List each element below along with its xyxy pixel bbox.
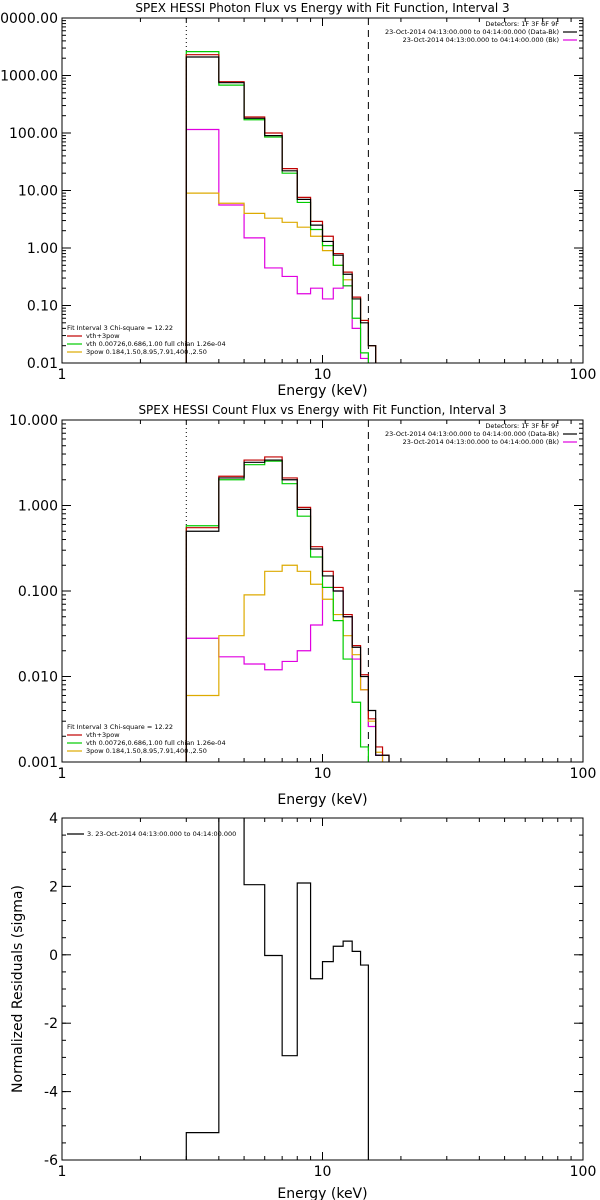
top-legend-text: Detectors: 1F 3F 6F 9F (485, 422, 559, 430)
panel-3: 1 10 100 -6 -4 -2 0 2 4 Energy (keV) Normalized Re… (10, 811, 596, 1200)
series-residuals (185, 818, 369, 1160)
chart-title: SPEX HESSI Count Flux vs Energy with Fit… (138, 403, 506, 417)
y-tick-label: 0.001 (18, 755, 58, 771)
y-tick-label: 10.00 (18, 184, 58, 200)
top-legend-text: 23-Oct-2014 04:13:00.000 to 04:14:00.000… (403, 438, 559, 446)
y-tick-label: 0.01 (27, 356, 58, 372)
x-tick-label: 10 (314, 367, 332, 383)
series-vth (185, 51, 390, 363)
series-bk (185, 128, 390, 363)
x-axis-label: Energy (keV) (277, 383, 367, 399)
top-legend-text: 23-Oct-2014 04:13:00.000 to 04:14:00.000… (385, 28, 559, 36)
x-tick-label: 10 (314, 1164, 332, 1180)
fit-legend-text: 3pow 0.184,1.50,8.95,7.91,400.,2.50 (86, 348, 207, 356)
fit-legend-text: Fit Interval 3 Chi-square = 12.22 (67, 324, 173, 332)
y-tick-label: 10000.00 (0, 11, 58, 27)
series-vth-3pow (185, 456, 390, 762)
y-tick-label: 10.000 (9, 413, 58, 429)
y-tick-label: -2 (44, 1016, 58, 1032)
top-legend-text: 23-Oct-2014 04:13:00.000 to 04:14:00.000… (385, 430, 559, 438)
series-data-bk (185, 56, 390, 363)
y-tick-label: 0.010 (18, 670, 58, 686)
y-tick-label: -4 (44, 1085, 58, 1101)
fit-legend-text: 3pow 0.184,1.50,8.95,7.91,400.,2.50 (86, 747, 207, 755)
residual-legend-text: 3. 23-Oct-2014 04:13:00.000 to 04:14:00.… (87, 830, 236, 838)
y-tick-label: 100.00 (9, 126, 58, 142)
panel-2: SPEX HESSI Count Flux vs Energy with Fit… (9, 403, 596, 808)
y-tick-label: 0.100 (18, 584, 58, 600)
series-vth-3pow (185, 54, 390, 363)
plot-area (185, 456, 390, 762)
series-data-bk (185, 459, 390, 762)
plot-area (185, 51, 390, 363)
y-axis-label: Normalized Residuals (sigma) (10, 885, 26, 1093)
plot-frame (61, 419, 584, 763)
series-3pow (185, 564, 390, 762)
plot-frame (61, 817, 584, 1161)
fit-legend-text: Fit Interval 3 Chi-square = 12.22 (67, 723, 173, 731)
y-tick-label: -6 (44, 1153, 58, 1169)
chart-title: SPEX HESSI Photon Flux vs Energy with Fi… (135, 1, 509, 15)
x-tick-label: 100 (570, 766, 597, 782)
x-axis-label: Energy (keV) (277, 792, 367, 808)
fit-legend-text: vth 0.00726,0.686,1.00 full chian 1.26e-… (86, 739, 226, 747)
plot-area (185, 818, 369, 1160)
series-vth (185, 460, 390, 762)
x-tick-label: 1 (58, 766, 67, 782)
panel-1: SPEX HESSI Photon Flux vs Energy with Fi… (0, 1, 596, 399)
top-legend-text: 23-Oct-2014 04:13:00.000 to 04:14:00.000… (403, 36, 559, 44)
y-tick-label: 1.00 (27, 241, 58, 257)
fit-legend-text: vth+3pow (86, 731, 120, 739)
y-tick-label: 4 (49, 811, 58, 827)
x-tick-label: 1 (58, 1164, 67, 1180)
y-tick-label: 1.000 (18, 499, 58, 515)
plot-frame (61, 17, 584, 364)
y-tick-label: 2 (49, 879, 58, 895)
x-tick-label: 1 (58, 367, 67, 383)
x-tick-label: 100 (570, 1164, 597, 1180)
fit-legend-text: vth+3pow (86, 332, 120, 340)
y-tick-label: 0 (49, 948, 58, 964)
x-tick-label: 100 (570, 367, 597, 383)
top-legend-text: Detectors: 1F 3F 6F 9F (485, 20, 559, 28)
y-tick-label: 0.10 (27, 299, 58, 315)
y-tick-label: 1000.00 (0, 69, 58, 85)
x-axis-label: Energy (keV) (277, 1186, 367, 1200)
x-tick-label: 10 (314, 766, 332, 782)
fit-legend-text: vth 0.00726,0.686,1.00 full chian 1.26e-… (86, 340, 226, 348)
